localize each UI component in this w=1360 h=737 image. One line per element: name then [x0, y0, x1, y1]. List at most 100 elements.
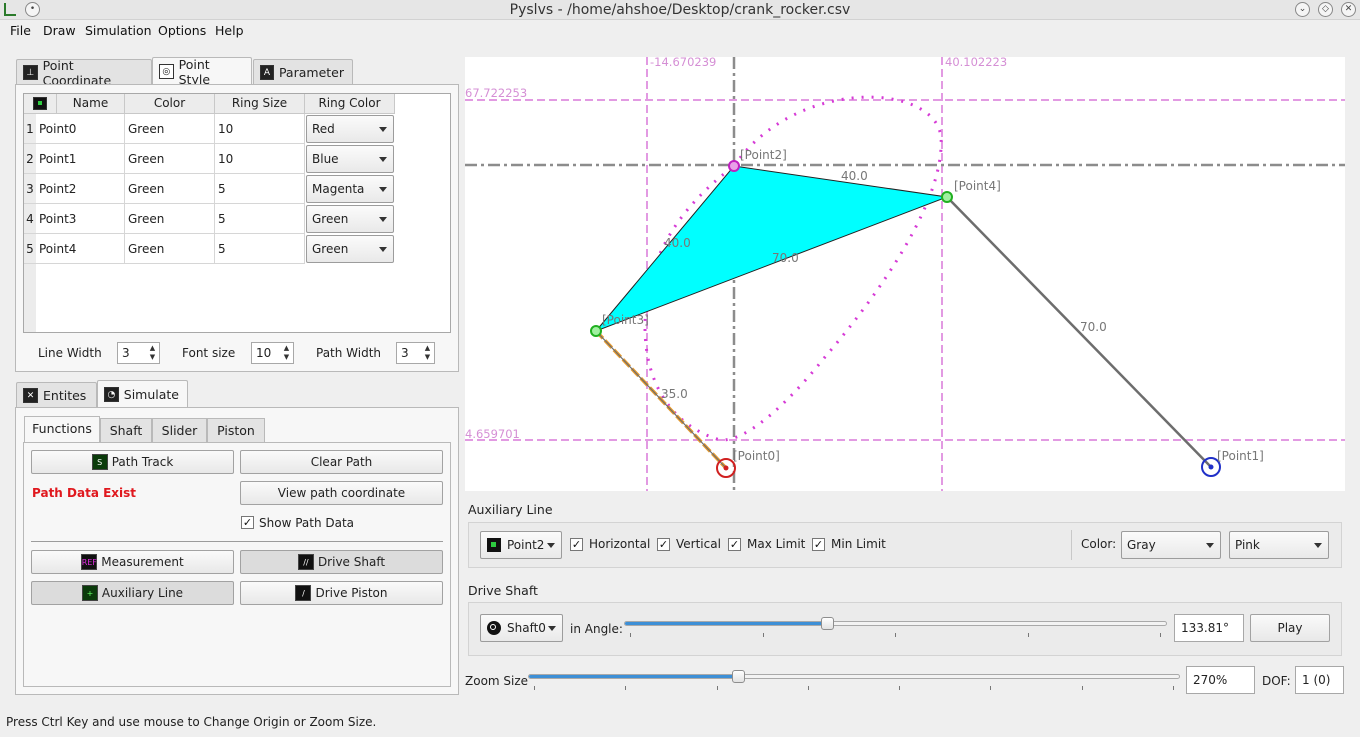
shaft-select[interactable]: Shaft0	[480, 614, 563, 642]
cell-color[interactable]: Green	[125, 144, 215, 174]
drive-shaft-label: Drive Shaft	[317, 555, 386, 569]
row-number[interactable]: 1	[24, 114, 36, 144]
row-number[interactable]: 3	[24, 174, 36, 204]
clear-path-button[interactable]: Clear Path	[240, 450, 443, 474]
cell-ring-size[interactable]: 10	[215, 114, 305, 144]
subtab-piston[interactable]: Piston	[207, 418, 265, 443]
spin-up-icon[interactable]: ▲	[149, 344, 156, 352]
point0-ring[interactable]	[716, 458, 736, 478]
drive-piston-button[interactable]: / Drive Piston	[240, 581, 443, 605]
cell-name[interactable]: Point3	[36, 204, 125, 234]
shaft-value: Shaft0	[507, 621, 546, 635]
tab-parameter[interactable]: A Parameter	[253, 59, 353, 85]
point4-ring[interactable]	[941, 191, 953, 203]
max-limit-checkbox[interactable]: ✓	[728, 538, 741, 551]
parameter-icon: A	[260, 65, 274, 80]
menu-draw[interactable]: Draw	[43, 23, 76, 38]
measurement-label: Measurement	[101, 555, 184, 569]
cell-name[interactable]: Point0	[36, 114, 125, 144]
cell-color[interactable]: Green	[125, 234, 215, 264]
ring-color-select[interactable]: Blue	[306, 145, 394, 173]
header-ring-color[interactable]: Ring Color	[305, 94, 395, 114]
tab-simulate-label: Simulate	[123, 387, 179, 402]
tab-point-coordinate[interactable]: ⊥ Point Coordinate	[16, 58, 152, 88]
point3-ring[interactable]	[590, 325, 602, 337]
tab-point-style[interactable]: ◎ Point Style	[152, 57, 252, 87]
path-width-spinbox[interactable]: 3 ▲ ▼	[396, 342, 435, 364]
min-limit-checkbox[interactable]: ✓	[812, 538, 825, 551]
spin-down-icon[interactable]: ▼	[283, 353, 290, 361]
cell-name[interactable]: Point4	[36, 234, 125, 264]
angle-slider[interactable]	[624, 614, 1167, 640]
cell-ring-size[interactable]: 5	[215, 234, 305, 264]
ring-color-select[interactable]: Green	[306, 205, 394, 233]
drive-shaft-button[interactable]: // Drive Shaft	[240, 550, 443, 574]
cell-color[interactable]: Green	[125, 204, 215, 234]
subtab-shaft[interactable]: Shaft	[100, 418, 152, 443]
aux-color-select[interactable]: Gray	[1121, 531, 1221, 559]
zoom-slider-track	[528, 674, 1180, 679]
row-number[interactable]: 4	[24, 204, 36, 234]
mechanism-canvas[interactable]: -14.670239 40.102223 67.722253 4.659701 …	[465, 55, 1345, 491]
chevron-down-icon	[379, 157, 387, 162]
ring-color-select[interactable]: Green	[306, 235, 394, 263]
view-path-coordinate-button[interactable]: View path coordinate	[240, 481, 443, 505]
point0-dot	[723, 465, 729, 471]
cell-color[interactable]: Green	[125, 114, 215, 144]
spin-down-icon[interactable]: ▼	[149, 353, 156, 361]
spin-up-icon[interactable]: ▲	[424, 344, 431, 352]
cell-color[interactable]: Green	[125, 174, 215, 204]
cell-ring-size[interactable]: 10	[215, 144, 305, 174]
spin-up-icon[interactable]: ▲	[283, 344, 290, 352]
subtab-slider[interactable]: Slider	[152, 418, 207, 443]
table-corner[interactable]	[24, 94, 57, 114]
zoom-slider[interactable]	[528, 667, 1180, 693]
font-size-spinbox[interactable]: 10 ▲ ▼	[251, 342, 294, 364]
path-track-button[interactable]: S Path Track	[31, 450, 234, 474]
minimize-button[interactable]: ⌄	[1295, 2, 1310, 17]
chevron-down-icon	[548, 626, 556, 631]
window-menu-button[interactable]: •	[25, 2, 40, 17]
slider-tick	[763, 633, 764, 637]
row-number[interactable]: 2	[24, 144, 36, 174]
spin-down-icon[interactable]: ▼	[424, 353, 431, 361]
cell-name[interactable]: Point1	[36, 144, 125, 174]
menu-file[interactable]: File	[10, 23, 31, 38]
line-width-spinbox[interactable]: 3 ▲ ▼	[117, 342, 160, 364]
row-number[interactable]: 5	[24, 234, 36, 264]
limit-color-select[interactable]: Pink	[1229, 531, 1329, 559]
header-ring-size[interactable]: Ring Size	[215, 94, 305, 114]
tab-entities[interactable]: ✕ Entites	[16, 382, 97, 408]
auxiliary-line-icon: +	[81, 585, 98, 601]
cell-name[interactable]: Point2	[36, 174, 125, 204]
measurement-button[interactable]: REF Measurement	[31, 550, 234, 574]
menu-options[interactable]: Options	[158, 23, 207, 38]
aux-point-select[interactable]: Point2	[480, 531, 562, 559]
header-name[interactable]: Name	[57, 94, 125, 114]
zoom-slider-handle[interactable]	[732, 670, 745, 683]
subtab-functions[interactable]: Functions	[24, 416, 100, 443]
header-color[interactable]: Color	[125, 94, 215, 114]
zoom-value-field[interactable]: 270%	[1186, 666, 1255, 694]
tab-entities-label: Entites	[43, 388, 87, 403]
angle-value-field[interactable]: 133.81°	[1174, 614, 1244, 642]
cell-ring-size[interactable]: 5	[215, 204, 305, 234]
tab-simulate[interactable]: ◔ Simulate	[97, 380, 188, 408]
show-path-data-checkbox[interactable]: ✓	[241, 516, 254, 529]
angle-slider-handle[interactable]	[821, 617, 834, 630]
min-limit-label: Min Limit	[831, 537, 886, 551]
menu-help[interactable]: Help	[215, 23, 244, 38]
point2-ring[interactable]	[728, 160, 740, 172]
menu-simulation[interactable]: Simulation	[85, 23, 152, 38]
menu-bar: File Draw Simulation Options Help	[0, 20, 1360, 41]
ring-color-select[interactable]: Red	[306, 115, 394, 143]
vertical-checkbox[interactable]: ✓	[657, 538, 670, 551]
horizontal-checkbox[interactable]: ✓	[570, 538, 583, 551]
close-button[interactable]: ✕	[1341, 2, 1356, 17]
cell-ring-size[interactable]: 5	[215, 174, 305, 204]
ring-color-select[interactable]: Magenta	[306, 175, 394, 203]
play-button[interactable]: Play	[1250, 614, 1330, 642]
point1-ring[interactable]	[1201, 457, 1221, 477]
maximize-button[interactable]: ◇	[1318, 2, 1333, 17]
auxiliary-line-button[interactable]: + Auxiliary Line	[31, 581, 234, 605]
